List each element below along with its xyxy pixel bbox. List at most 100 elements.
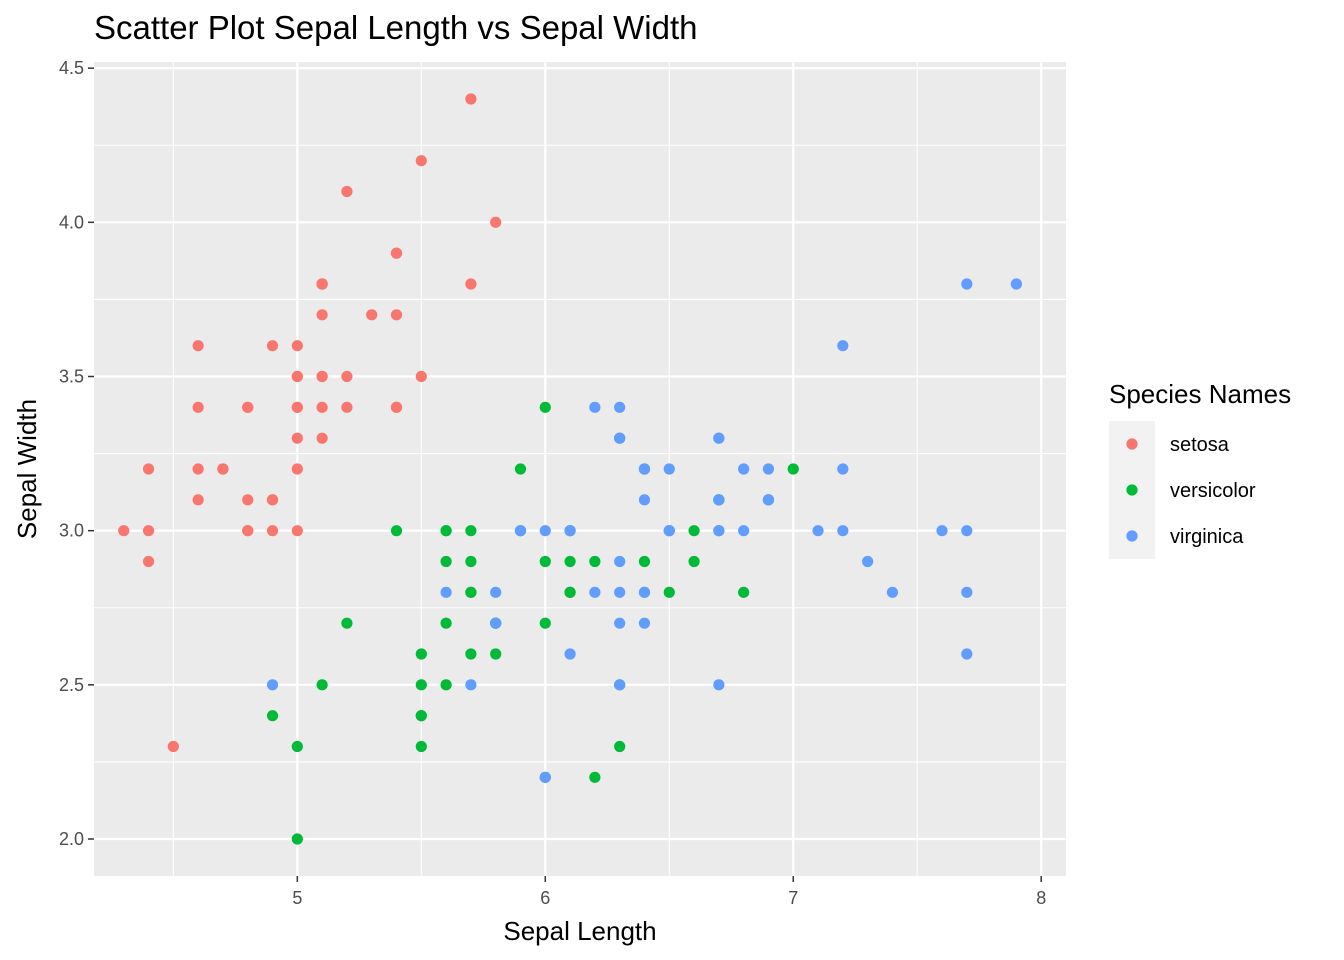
data-point bbox=[614, 740, 626, 753]
data-point bbox=[341, 185, 353, 198]
y-tick-label: 4.0 bbox=[59, 212, 84, 232]
legend-items: setosa versicolor virginica bbox=[1109, 421, 1256, 559]
data-point bbox=[341, 401, 353, 413]
data-point bbox=[291, 833, 303, 845]
data-point bbox=[192, 340, 204, 352]
data-point bbox=[291, 432, 303, 444]
data-point bbox=[713, 679, 725, 691]
data-point bbox=[638, 494, 651, 506]
data-point bbox=[266, 340, 279, 352]
y-tick-label: 3.5 bbox=[59, 367, 84, 387]
grid-minor bbox=[94, 62, 1066, 876]
data-point bbox=[564, 525, 576, 537]
data-point bbox=[192, 494, 204, 506]
data-point bbox=[589, 771, 601, 783]
chart-title: Scatter Plot Sepal Length vs Sepal Width bbox=[94, 9, 698, 46]
data-point bbox=[812, 525, 824, 537]
data-point bbox=[539, 555, 551, 568]
data-point bbox=[614, 617, 626, 629]
data-point bbox=[390, 309, 403, 321]
data-point bbox=[266, 525, 279, 537]
data-point bbox=[415, 740, 427, 753]
data-point bbox=[316, 432, 328, 444]
data-point bbox=[589, 586, 601, 598]
data-point bbox=[266, 710, 279, 722]
data-point bbox=[638, 463, 651, 475]
data-point bbox=[192, 401, 204, 413]
data-point bbox=[440, 586, 452, 598]
data-point bbox=[614, 555, 626, 568]
data-point bbox=[936, 525, 948, 537]
data-point bbox=[738, 525, 750, 537]
x-tick-label: 8 bbox=[1036, 888, 1046, 908]
legend-key-virginica bbox=[1126, 530, 1138, 542]
legend-key-setosa bbox=[1126, 438, 1138, 450]
grid-major bbox=[94, 62, 1066, 876]
x-axis-title: Sepal Length bbox=[503, 916, 656, 946]
data-point bbox=[564, 648, 576, 660]
data-point bbox=[514, 463, 527, 475]
data-point bbox=[266, 494, 279, 506]
data-point bbox=[465, 586, 477, 598]
data-point bbox=[415, 155, 427, 167]
data-point bbox=[440, 617, 452, 629]
data-point bbox=[415, 679, 427, 691]
data-point bbox=[465, 278, 477, 290]
data-point bbox=[713, 494, 725, 506]
data-point bbox=[589, 555, 601, 568]
data-point bbox=[266, 679, 279, 691]
data-point bbox=[291, 740, 303, 753]
data-point bbox=[291, 525, 303, 537]
data-point bbox=[688, 555, 700, 568]
legend-title: Species Names bbox=[1109, 379, 1291, 409]
data-point bbox=[242, 494, 254, 506]
data-point bbox=[961, 525, 973, 537]
data-point bbox=[961, 648, 973, 660]
data-point bbox=[539, 525, 551, 537]
data-point bbox=[490, 216, 502, 228]
series-virginica bbox=[266, 278, 1023, 783]
data-point bbox=[762, 494, 775, 506]
data-point bbox=[316, 278, 328, 290]
legend-label-versicolor: versicolor bbox=[1170, 480, 1256, 502]
data-point bbox=[142, 463, 155, 475]
data-point bbox=[638, 617, 651, 629]
x-tick-label: 7 bbox=[788, 888, 798, 908]
data-point bbox=[514, 525, 527, 537]
data-point bbox=[291, 401, 303, 413]
data-point bbox=[390, 247, 403, 259]
data-point bbox=[167, 740, 179, 753]
data-point bbox=[341, 617, 353, 629]
data-point bbox=[539, 771, 551, 783]
data-point bbox=[539, 401, 551, 413]
data-point bbox=[961, 586, 973, 598]
data-point bbox=[390, 525, 403, 537]
data-point bbox=[490, 586, 502, 598]
data-point bbox=[961, 278, 973, 290]
x-tick-label: 5 bbox=[292, 888, 302, 908]
data-point bbox=[614, 586, 626, 598]
data-point bbox=[614, 679, 626, 691]
data-point bbox=[192, 463, 204, 475]
legend-key-versicolor bbox=[1126, 484, 1138, 496]
data-point bbox=[1010, 278, 1023, 290]
data-point bbox=[539, 617, 551, 629]
series-setosa bbox=[118, 93, 502, 753]
data-point bbox=[440, 679, 452, 691]
data-point bbox=[291, 340, 303, 352]
data-point bbox=[440, 525, 452, 537]
data-point bbox=[316, 309, 328, 321]
data-point bbox=[490, 617, 502, 629]
data-point bbox=[465, 525, 477, 537]
data-point bbox=[242, 525, 254, 537]
y-tick-label: 4.5 bbox=[59, 58, 84, 78]
x-axis: 5 6 7 8 bbox=[292, 876, 1046, 908]
data-point bbox=[142, 555, 155, 568]
data-point bbox=[638, 586, 651, 598]
data-point bbox=[837, 340, 849, 352]
data-point bbox=[291, 370, 303, 383]
data-point bbox=[242, 401, 254, 413]
y-axis-title: Sepal Width bbox=[12, 399, 42, 539]
data-point bbox=[316, 401, 328, 413]
data-point bbox=[638, 555, 651, 568]
